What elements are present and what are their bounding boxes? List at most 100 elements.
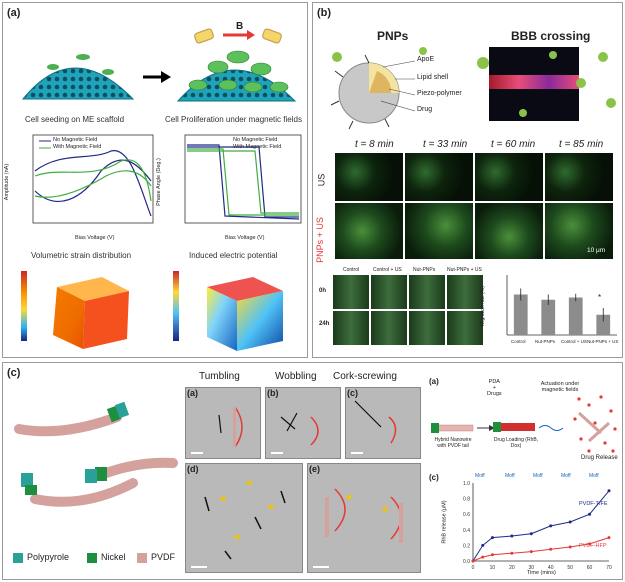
- micro-b: [265, 387, 341, 459]
- micro-d: [185, 463, 303, 573]
- release-marker-4: Moff: [561, 473, 571, 479]
- left-legend-2: With Magnetic Field: [53, 144, 102, 150]
- wound-0h-2: [371, 275, 407, 309]
- migration-bar-3: [568, 297, 583, 335]
- part-apoe: ApoE: [417, 56, 435, 63]
- micro-a: [185, 387, 261, 459]
- release-xtick-4: 30: [529, 565, 535, 571]
- legend-polypyrole: Polypyrole: [27, 552, 70, 562]
- release-point-1-8: [588, 512, 592, 516]
- wound-col-3: Nut-PNPs: [413, 267, 436, 273]
- mode-corkscrewing: Cork-screwing: [333, 371, 397, 382]
- migration-bar-2: [541, 299, 556, 335]
- fluor-us-2: [405, 153, 473, 201]
- release-point-2-8: [588, 542, 592, 546]
- legend-nickel: Nickel: [101, 552, 126, 562]
- panel-a: (a) B Cell seeding on ME scaffold C: [2, 2, 308, 358]
- row-pnps-us: PNPs + US: [314, 217, 325, 263]
- title-strain: Volumetric strain distribution: [31, 251, 132, 260]
- release-point-2-6: [549, 547, 553, 551]
- wound-0h-3: [409, 275, 445, 309]
- left-ylabel: Amplitude (nA): [4, 163, 11, 201]
- title-potential: Induced electric potential: [189, 251, 278, 260]
- sub-c: (c): [347, 388, 358, 398]
- time-4: t = 85 min: [559, 139, 604, 150]
- release-marker-1: Moff: [475, 473, 485, 479]
- release-point-1-4: [510, 534, 514, 538]
- bar-star: *: [598, 293, 602, 302]
- time-1: t = 8 min: [355, 139, 394, 150]
- fluor-us-3: [475, 153, 543, 201]
- fluor-pnps-4: [545, 203, 613, 259]
- potential-cube: [173, 271, 283, 351]
- migration-bar-1: [513, 294, 528, 335]
- scale-bar-label: 10 μm: [587, 247, 606, 254]
- amplitude-plot: [32, 134, 154, 224]
- wound-0h-1: [333, 275, 369, 309]
- legend-swatch-nickel: [87, 553, 97, 563]
- release-ylabel: RhB release (μM): [441, 500, 448, 544]
- mode-tumbling: Tumbling: [199, 371, 240, 382]
- release-point-2-3: [490, 553, 494, 557]
- panel-c: (c) Polypyrole Nickel PVDF Tumbling Wobb…: [2, 362, 623, 580]
- migration-bar-4: [596, 314, 611, 335]
- panel-a-label: (a): [7, 7, 21, 19]
- release-xtick-8: 70: [606, 565, 612, 571]
- plot-label: (c): [429, 473, 439, 482]
- strain-cube: [21, 271, 129, 349]
- sub-a: (a): [187, 388, 198, 398]
- wound-row-1: 0h: [319, 288, 327, 294]
- bar-cat-2: Nut-PNPs: [535, 339, 556, 344]
- part-lipid: Lipid shell: [417, 74, 449, 81]
- wound-col-2: Control + US: [373, 267, 402, 273]
- part-drug: Drug: [417, 106, 433, 113]
- release-point-2-9: [607, 536, 611, 540]
- pda-drugs: PDA + Drugs: [487, 379, 502, 397]
- fluor-pnps-1: [335, 203, 403, 259]
- wound-24h-2: [371, 311, 407, 345]
- release-xtick-1: 0: [472, 565, 475, 571]
- wound-row-2: 24h: [319, 321, 330, 327]
- pnp-schematic: [330, 47, 427, 130]
- release-point-2-4: [510, 551, 514, 555]
- legend-swatch-polypyrole: [13, 553, 23, 563]
- release-point-1-3: [490, 536, 494, 540]
- sub-b: (b): [267, 388, 279, 398]
- fluor-pnps-2: [405, 203, 473, 259]
- wound-24h-4: [447, 311, 483, 345]
- right-xlabel: Bias Voltage (V): [225, 235, 265, 241]
- bar-cat-3: Control + US: [561, 339, 587, 344]
- release-ytick-6: 1.0: [463, 481, 470, 487]
- legend-pvdf: PVDF: [151, 552, 176, 562]
- migration-ylabel: Migration rate (%): [479, 286, 486, 326]
- fluor-us-1: [335, 153, 403, 201]
- series-trfe: PVDF-TrFE: [579, 501, 608, 507]
- micro-c: [345, 387, 421, 459]
- drug-schematic: [431, 395, 617, 453]
- phase-plot: [184, 134, 302, 224]
- release-ytick-3: 0.4: [463, 528, 470, 534]
- release-point-2-2: [481, 555, 485, 559]
- nanowire-drawings: [14, 401, 178, 507]
- release-point-1-2: [481, 543, 485, 547]
- release-ytick-5: 0.8: [463, 497, 470, 503]
- bar-cat-1: Control: [511, 339, 526, 344]
- mode-wobbling: Wobbling: [275, 371, 317, 382]
- release-xtick-3: 20: [509, 565, 515, 571]
- release-ytick-2: 0.2: [463, 543, 470, 549]
- bbb-image: [489, 47, 579, 121]
- time-2: t = 33 min: [423, 139, 468, 150]
- scaffold-illustration: [21, 28, 297, 102]
- right-ylabel: Phase Angle (Deg.): [155, 158, 162, 206]
- title-pnps: PNPs: [377, 29, 409, 43]
- bar-cat-4: Nut-PNPs + US: [587, 339, 619, 344]
- schematic-label: (a): [429, 377, 439, 386]
- release-point-2-1: [471, 559, 475, 563]
- magnet-label: B: [236, 21, 244, 32]
- fluor-pnps-3: [475, 203, 543, 259]
- release-series-2: [472, 537, 610, 562]
- release-marker-5: Moff: [589, 473, 599, 479]
- legend-swatch-pvdf: [137, 553, 147, 563]
- caption-seeding: Cell seeding on ME scaffold: [25, 115, 125, 124]
- sub-d: (d): [187, 464, 199, 474]
